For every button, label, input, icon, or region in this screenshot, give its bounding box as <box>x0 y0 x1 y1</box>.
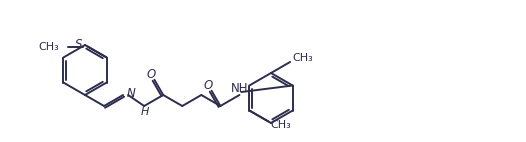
Text: S: S <box>75 38 83 51</box>
Text: O: O <box>147 68 156 81</box>
Text: O: O <box>204 79 213 92</box>
Text: N: N <box>127 86 136 100</box>
Text: H: H <box>141 107 149 117</box>
Text: CH₃: CH₃ <box>270 121 291 130</box>
Text: CH₃: CH₃ <box>38 41 59 52</box>
Text: CH₃: CH₃ <box>292 53 313 63</box>
Text: NH: NH <box>231 82 248 94</box>
